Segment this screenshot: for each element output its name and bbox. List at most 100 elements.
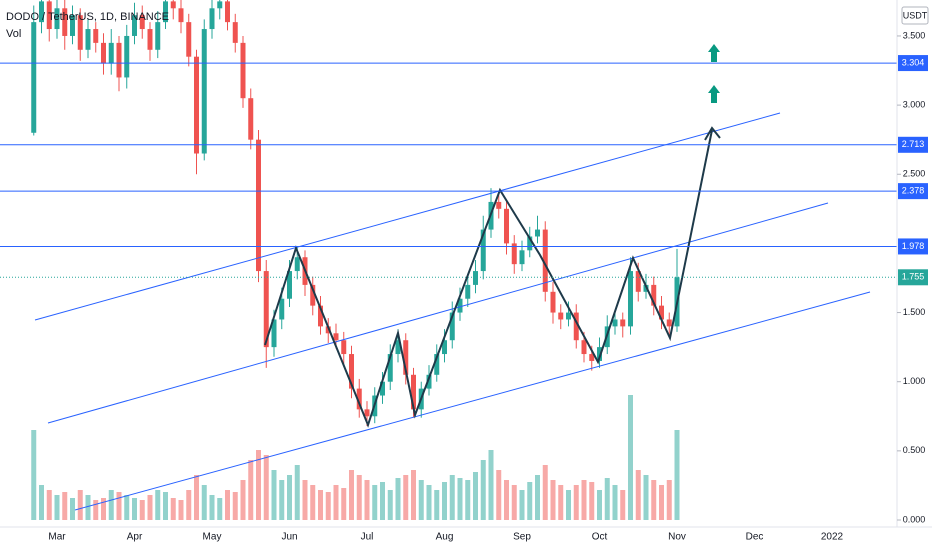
volume-bar [395, 478, 401, 520]
volume-bar [77, 490, 83, 520]
candle-body [310, 284, 316, 306]
drawings [34, 44, 871, 511]
volume-bar [132, 498, 137, 520]
candle-body [612, 319, 618, 327]
candle-body [558, 312, 564, 320]
volume-bar [256, 450, 261, 520]
x-tick-label: 2022 [821, 532, 844, 543]
volume-bar [612, 485, 618, 520]
volume-bar [356, 475, 362, 520]
candle-body [426, 374, 432, 389]
level-label: 2.713 [902, 139, 925, 149]
volume-bar [488, 450, 494, 520]
level-label: 2.378 [902, 186, 925, 196]
volume-bar [426, 485, 432, 520]
volume-bar [170, 498, 176, 520]
candle-body [573, 312, 579, 341]
volume-bar [39, 485, 44, 520]
candle-layer [31, 0, 680, 426]
candle-body [225, 1, 230, 23]
volume-bar [31, 430, 37, 520]
volume-bar [294, 465, 300, 520]
candle-body [287, 271, 292, 299]
candle-body [542, 229, 548, 292]
x-tick-label: Apr [127, 532, 143, 543]
volume-bar [573, 485, 579, 520]
volume-bar [418, 480, 424, 520]
volume-bar [589, 482, 595, 520]
volume-bar [550, 480, 556, 520]
level-layer: 3.304 2.713 2.378 1.978 1.755 [0, 55, 928, 286]
candle-body [465, 284, 471, 299]
candle-body [232, 22, 238, 43]
candle-body [101, 42, 106, 64]
candle-body [85, 29, 91, 50]
volume-bar [194, 475, 199, 520]
volume-bar [387, 490, 393, 520]
volume-bar [628, 395, 633, 520]
x-tick-label: Oct [592, 532, 608, 543]
candle-body [163, 1, 168, 23]
candle-body [473, 271, 478, 285]
up-arrow [708, 44, 720, 62]
volume-bar [597, 490, 602, 520]
volume-bar [271, 470, 277, 520]
candle-body [403, 340, 409, 375]
volume-bar [442, 482, 447, 520]
zigzag-pattern [264, 129, 713, 428]
volume-bar [163, 492, 168, 520]
candle-body [597, 347, 602, 361]
y-tick-label: 2.500 [903, 169, 926, 179]
volume-bar [62, 492, 68, 520]
level-label: 3.304 [902, 57, 925, 67]
volume-bar [581, 480, 587, 520]
volume-bar [279, 480, 285, 520]
volume-bar [116, 492, 122, 520]
volume-bar [457, 478, 463, 520]
candle-body [659, 305, 664, 320]
candle-body [380, 381, 385, 396]
volume-bar [651, 480, 657, 520]
candle-body [139, 15, 145, 30]
volume-bar [620, 490, 626, 520]
candle-body [457, 298, 463, 313]
candle-body [39, 1, 44, 23]
volume-bar [186, 490, 192, 520]
candle-body [496, 201, 502, 209]
candle-body [263, 271, 269, 348]
volume-bar [287, 475, 292, 520]
x-tick-label: Nov [668, 532, 686, 543]
candle-body [449, 312, 455, 341]
candle-body [70, 15, 75, 36]
candle-body [581, 340, 587, 355]
candle-body [155, 22, 161, 50]
candle-body [504, 208, 509, 244]
candle-body [256, 139, 261, 272]
candle-body [93, 29, 99, 43]
candle-body [124, 35, 130, 78]
candle-body [170, 1, 176, 9]
volume-label: Vol [6, 28, 21, 40]
level-label-box [898, 238, 928, 255]
level-label-box [898, 183, 928, 200]
volume-bar [496, 470, 502, 520]
volume-bar [155, 490, 161, 520]
volume-bar [248, 460, 254, 520]
candle-body [194, 56, 199, 154]
x-tick-label: May [203, 532, 222, 543]
volume-bar [54, 495, 60, 520]
volume-bar [108, 490, 114, 520]
candle-body [387, 354, 393, 382]
candle-body [519, 250, 525, 265]
channel-middle [47, 202, 829, 424]
axis-layer: Mar Apr May Jun Jul Aug Sep Oct Nov Dec 2022 3.500 3… [48, 30, 925, 542]
candle-body [240, 42, 246, 99]
y-tick-label: 3.000 [903, 99, 926, 109]
candle-body [217, 1, 223, 9]
y-tick-label: 1.000 [903, 376, 926, 386]
volume-layer [31, 395, 680, 520]
volume-bar [566, 490, 571, 520]
volume-bar [263, 455, 269, 520]
volume-bar [666, 480, 672, 520]
volume-bar [364, 480, 370, 520]
